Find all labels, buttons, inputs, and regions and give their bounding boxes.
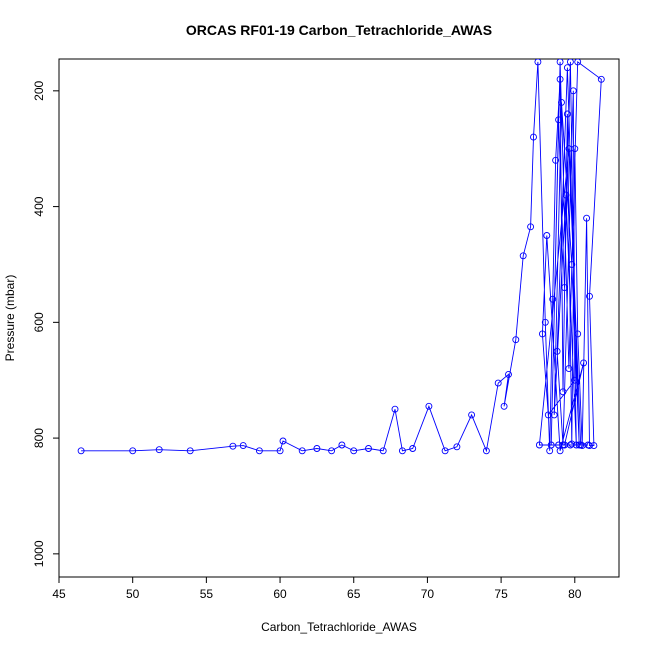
data-point (494, 379, 502, 387)
x-tick-label: 45 (52, 587, 66, 601)
data-point (574, 330, 582, 338)
data-point (512, 336, 520, 344)
data-point (538, 330, 546, 338)
x-axis-label: Carbon_Tetrachloride_AWAS (261, 620, 417, 634)
data-point (555, 441, 563, 449)
data-point (365, 445, 372, 452)
data-point (563, 64, 571, 72)
data-point (276, 447, 284, 455)
data-point (527, 223, 535, 231)
data-point (544, 411, 552, 419)
x-tick-label: 60 (273, 587, 287, 601)
data-point (543, 232, 551, 239)
data-point (571, 376, 579, 384)
chart-title: ORCAS RF01-19 Carbon_Tetrachloride_AWAS (186, 22, 492, 38)
data-point (425, 402, 433, 410)
y-axis: 200 400 600 800 1000 (32, 81, 59, 567)
data-point (580, 359, 588, 367)
data-point (155, 446, 163, 454)
data-point (77, 447, 85, 455)
data-point (549, 295, 557, 303)
data-point (561, 284, 568, 292)
data-point (298, 447, 306, 455)
data-point (255, 447, 263, 455)
data-point (519, 252, 527, 260)
y-tick-label: 400 (32, 196, 46, 216)
data-point (566, 441, 574, 449)
data-point (398, 447, 406, 455)
data-point (534, 59, 542, 66)
y-tick-label: 600 (32, 312, 46, 332)
data-point (566, 59, 574, 66)
data-point (565, 145, 573, 153)
data-point (574, 59, 582, 66)
data-point (453, 443, 461, 451)
data-point (563, 110, 571, 118)
data-point (441, 447, 449, 455)
data-point (239, 442, 247, 450)
data-point (409, 445, 417, 452)
data-point (482, 447, 490, 455)
data-point (328, 447, 336, 455)
data-point (391, 405, 399, 413)
y-tick-label: 1000 (32, 540, 46, 567)
x-axis: 45 50 55 60 65 70 75 80 (52, 577, 582, 601)
data-point (586, 292, 593, 300)
data-point (556, 59, 564, 66)
plot-frame (58, 58, 620, 578)
data-point (565, 365, 573, 373)
data-point (568, 261, 576, 268)
data-point (500, 402, 508, 410)
data-point (530, 133, 537, 141)
data-point (313, 445, 321, 452)
x-tick-label: 75 (494, 587, 508, 601)
data-point (541, 318, 549, 326)
x-tick-label: 65 (347, 587, 361, 601)
data-point (562, 191, 570, 199)
data-point (553, 347, 561, 355)
data-point (279, 437, 287, 445)
x-tick-label: 50 (126, 587, 140, 601)
data-point (558, 98, 565, 106)
data-point (547, 441, 555, 449)
data-point (555, 116, 563, 124)
data-point (559, 388, 567, 396)
data-point (552, 156, 560, 164)
data-point (568, 440, 576, 448)
data-point (569, 87, 577, 95)
data-point (350, 447, 358, 455)
data-point (577, 441, 585, 449)
x-tick-label: 80 (568, 587, 582, 601)
data-point (584, 441, 592, 449)
data-point (379, 447, 387, 455)
data-point (505, 370, 512, 378)
data-point (535, 441, 543, 449)
y-axis-label: Pressure (mbar) (3, 275, 17, 362)
data-point (229, 442, 237, 450)
data-point (468, 411, 476, 419)
x-tick-label: 70 (421, 587, 435, 601)
data-layer (77, 59, 605, 455)
data-point (186, 447, 194, 455)
y-tick-label: 200 (32, 81, 46, 101)
data-point (583, 214, 591, 222)
x-tick-label: 55 (200, 587, 214, 601)
data-point (597, 75, 605, 83)
data-point (556, 75, 564, 83)
data-point (338, 441, 346, 449)
y-tick-label: 800 (32, 428, 46, 448)
series-line (81, 61, 602, 453)
data-point (129, 447, 137, 455)
